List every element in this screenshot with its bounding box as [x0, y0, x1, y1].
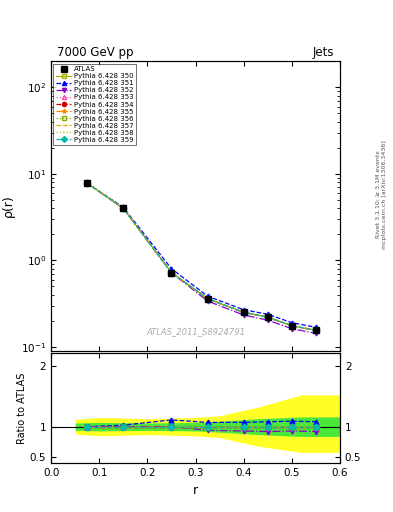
- Text: Jets: Jets: [313, 46, 334, 58]
- Text: ATLAS_2011_S8924791: ATLAS_2011_S8924791: [146, 327, 245, 336]
- Text: mcplots.cern.ch [arXiv:1306.3436]: mcplots.cern.ch [arXiv:1306.3436]: [382, 140, 387, 249]
- Text: 7000 GeV pp: 7000 GeV pp: [57, 46, 133, 58]
- Legend: ATLAS, Pythia 6.428 350, Pythia 6.428 351, Pythia 6.428 352, Pythia 6.428 353, P: ATLAS, Pythia 6.428 350, Pythia 6.428 35…: [53, 63, 136, 145]
- Y-axis label: ρ(r): ρ(r): [2, 195, 15, 218]
- Y-axis label: Ratio to ATLAS: Ratio to ATLAS: [17, 373, 27, 444]
- Text: Rivet 3.1.10; ≥ 3.1M events: Rivet 3.1.10; ≥ 3.1M events: [376, 151, 380, 239]
- X-axis label: r: r: [193, 484, 198, 497]
